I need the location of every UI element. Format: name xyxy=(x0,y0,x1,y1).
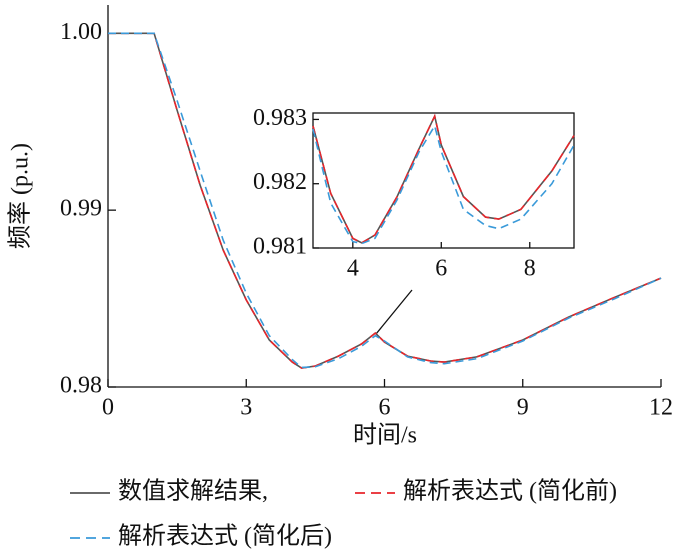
inset-frame xyxy=(312,112,575,249)
legend-label: 解析表达式 (简化前) xyxy=(403,478,617,505)
series-line xyxy=(312,123,575,245)
inset-pointer xyxy=(375,289,413,335)
y-tick-label: 0.99 xyxy=(60,196,102,222)
legend-label: 解析表达式 (简化后) xyxy=(118,523,332,550)
x-tick-label: 6 xyxy=(435,256,447,282)
y-axis-label: 频率 (p.u.) xyxy=(7,143,34,249)
y-tick-label: 0.981 xyxy=(253,234,307,260)
series-line xyxy=(108,32,662,369)
x-tick-label: 8 xyxy=(524,256,536,282)
series-line xyxy=(108,32,662,369)
series-line xyxy=(108,32,662,369)
series-line xyxy=(312,113,575,244)
x-axis-label: 时间/s xyxy=(353,422,417,449)
x-tick-label: 12 xyxy=(649,395,673,421)
y-tick-label: 0.98 xyxy=(60,373,102,399)
x-tick-label: 6 xyxy=(379,395,391,421)
y-tick-label: 0.982 xyxy=(253,169,307,195)
x-tick-label: 4 xyxy=(347,256,359,282)
y-tick-label: 0.983 xyxy=(253,105,307,131)
series-line xyxy=(312,113,575,244)
legend-label: 数值求解结果, xyxy=(118,478,268,505)
x-tick-label: 9 xyxy=(517,395,529,421)
x-tick-label: 3 xyxy=(240,395,252,421)
x-tick-label: 0 xyxy=(102,395,114,421)
y-tick-label: 1.00 xyxy=(60,19,102,45)
